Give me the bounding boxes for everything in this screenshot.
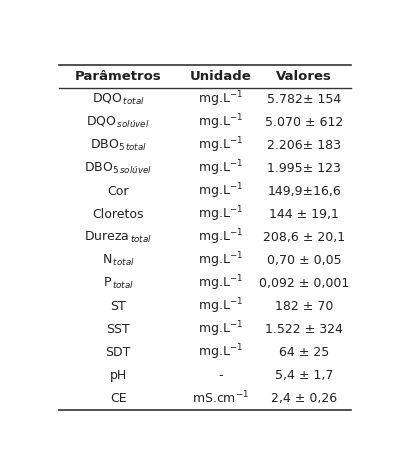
Text: N$_{\,total}$: N$_{\,total}$ [102,252,135,268]
Text: mS.cm$^{-1}$: mS.cm$^{-1}$ [192,390,249,406]
Text: mg.L$^{-1}$: mg.L$^{-1}$ [198,251,243,270]
Text: mg.L$^{-1}$: mg.L$^{-1}$ [198,159,243,178]
Text: mg.L$^{-1}$: mg.L$^{-1}$ [198,273,243,293]
Text: 144 ± 19,1: 144 ± 19,1 [269,208,339,221]
Text: DBO$_{5\,solúvel}$: DBO$_{5\,solúvel}$ [84,161,152,176]
Text: Parâmetros: Parâmetros [75,70,162,83]
Text: 2,4 ± 0,26: 2,4 ± 0,26 [271,392,337,405]
Text: P$_{\,total}$: P$_{\,total}$ [103,276,134,291]
Text: mg.L$^{-1}$: mg.L$^{-1}$ [198,205,243,224]
Text: 2.206± 183: 2.206± 183 [267,139,341,152]
Text: 5.782± 154: 5.782± 154 [267,93,341,106]
Text: 182 ± 70: 182 ± 70 [275,300,333,312]
Text: Cloretos: Cloretos [92,208,144,221]
Text: SST: SST [106,323,130,336]
Text: 64 ± 25: 64 ± 25 [279,345,329,359]
Text: -: - [218,369,223,382]
Text: mg.L$^{-1}$: mg.L$^{-1}$ [198,296,243,316]
Text: DBO$_{5\,total}$: DBO$_{5\,total}$ [90,138,147,153]
Text: DQO$_{\,total}$: DQO$_{\,total}$ [92,92,145,107]
Text: Unidade: Unidade [190,70,251,83]
Text: 0,092 ± 0,001: 0,092 ± 0,001 [259,277,349,290]
Text: mg.L$^{-1}$: mg.L$^{-1}$ [198,113,243,132]
Text: 5.070 ± 612: 5.070 ± 612 [265,116,343,129]
Text: mg.L$^{-1}$: mg.L$^{-1}$ [198,136,243,155]
Text: mg.L$^{-1}$: mg.L$^{-1}$ [198,90,243,109]
Text: 0,70 ± 0,05: 0,70 ± 0,05 [267,254,342,267]
Text: CE: CE [110,392,126,405]
Text: mg.L$^{-1}$: mg.L$^{-1}$ [198,342,243,362]
Text: SDT: SDT [106,345,131,359]
Text: 1.522 ± 324: 1.522 ± 324 [265,323,343,336]
Text: Cor: Cor [108,185,129,198]
Text: Dureza$_{\,total}$: Dureza$_{\,total}$ [84,230,152,245]
Text: ST: ST [110,300,126,312]
Text: pH: pH [110,369,127,382]
Text: 149,9±16,6: 149,9±16,6 [267,185,341,198]
Text: mg.L$^{-1}$: mg.L$^{-1}$ [198,319,243,339]
Text: 5,4 ± 1,7: 5,4 ± 1,7 [275,369,333,382]
Text: DQO$_{\,solúvel}$: DQO$_{\,solúvel}$ [86,115,150,130]
Text: 1.995± 123: 1.995± 123 [267,162,341,175]
Text: mg.L$^{-1}$: mg.L$^{-1}$ [198,227,243,247]
Text: mg.L$^{-1}$: mg.L$^{-1}$ [198,181,243,201]
Text: 208,6 ± 20,1: 208,6 ± 20,1 [263,231,345,244]
Text: Valores: Valores [276,70,332,83]
